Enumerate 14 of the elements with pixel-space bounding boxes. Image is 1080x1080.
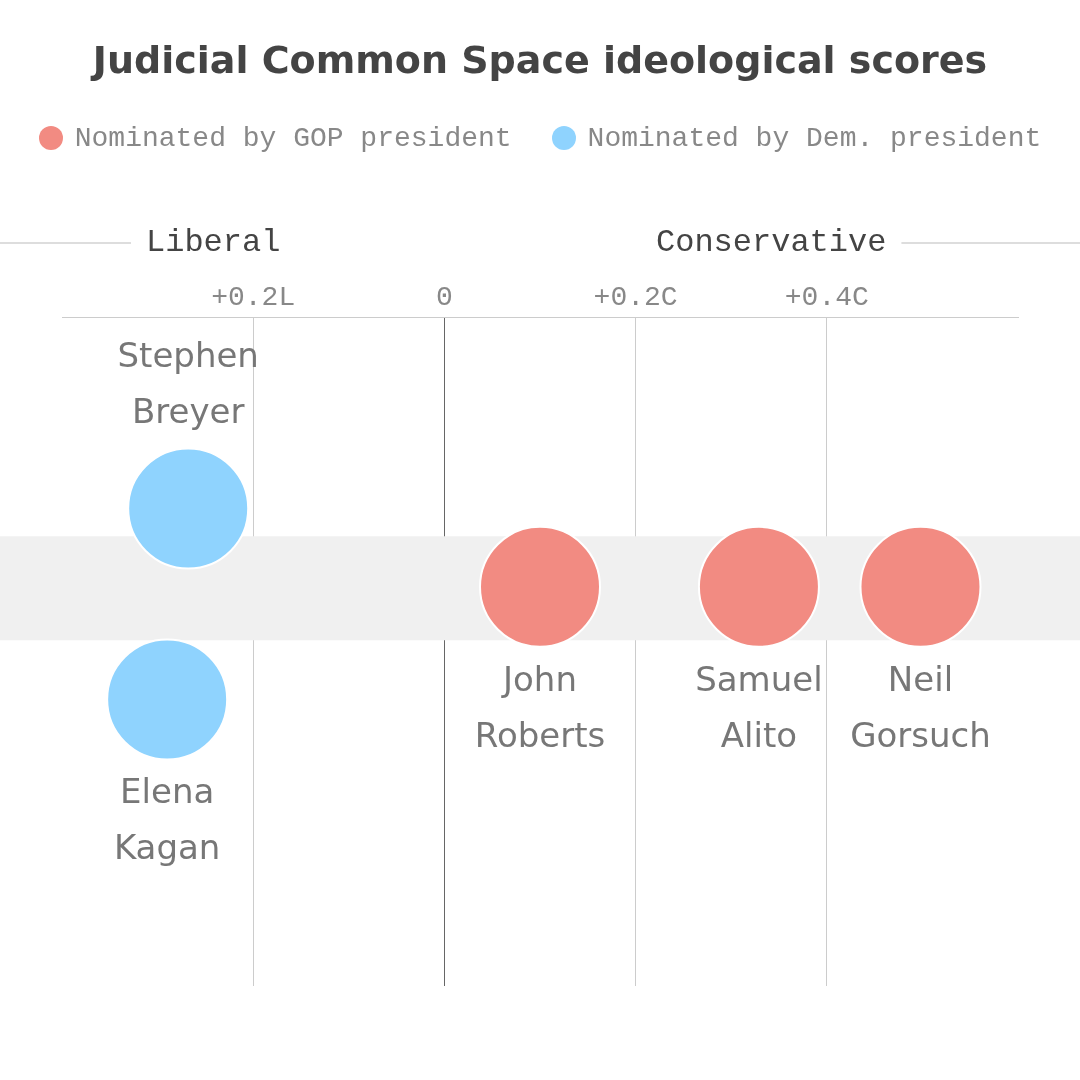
x-tick-label: 0	[435, 282, 453, 314]
annotation: Elena Kagan	[113, 771, 221, 868]
annotation: Stephen Breyer	[117, 335, 259, 432]
annotation: Samuel Alito	[695, 658, 823, 755]
annotation: John Roberts	[474, 658, 606, 755]
legend-label: Nominated by Dem. president	[587, 122, 1042, 154]
chart-title: Judicial Common Space ideological scores	[89, 38, 989, 84]
x-tick-label: +0.2C	[593, 282, 678, 314]
annotation: Neil Gorsuch	[850, 658, 991, 755]
x-tick-label: +0.4C	[784, 282, 869, 314]
text: Conservative	[655, 224, 887, 262]
text: Liberal	[145, 224, 281, 262]
x-tick-label: +0.2L	[211, 282, 296, 314]
legend-label: Nominated by GOP president	[74, 122, 512, 154]
